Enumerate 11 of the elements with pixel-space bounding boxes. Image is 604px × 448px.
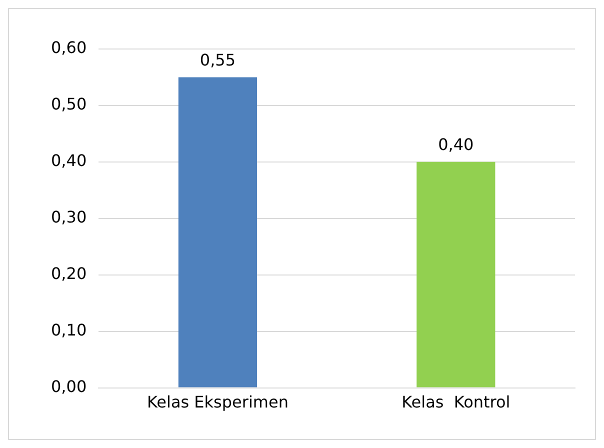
y-tick-label: 0,30	[51, 208, 87, 227]
x-tick-label: Kelas Eksperimen	[146, 392, 288, 412]
y-tick-label: 0,60	[51, 38, 87, 58]
data-label: 0,55	[200, 50, 236, 70]
y-tick-label: 0,20	[51, 264, 87, 284]
y-tick-label: 0,40	[51, 151, 87, 170]
y-tick-label: 0,10	[51, 320, 87, 340]
y-tick-label: 0,00	[51, 376, 87, 396]
data-label: 0,40	[438, 135, 474, 154]
y-tick-label: 0,50	[51, 94, 87, 114]
x-tick-label: Kelas Kontrol	[402, 392, 510, 412]
